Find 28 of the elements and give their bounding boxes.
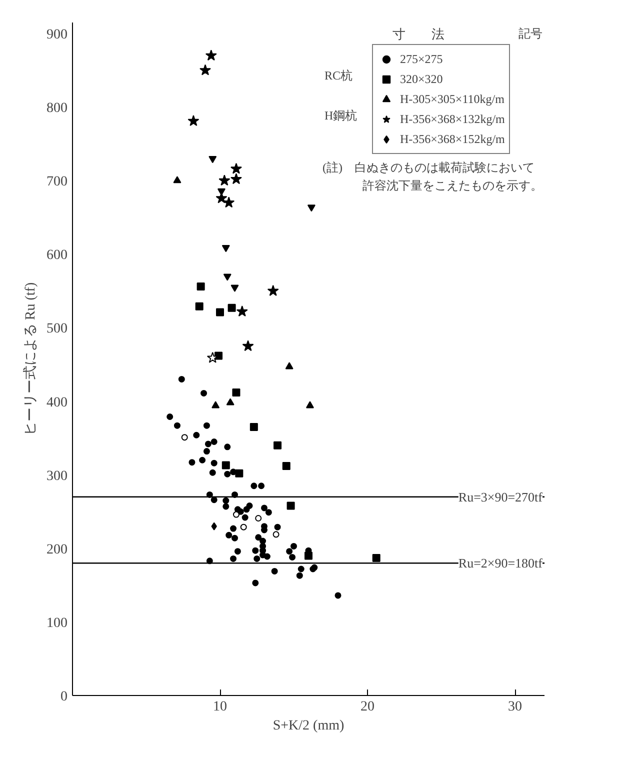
ref-line-label: Ru=3×90=270tf	[458, 489, 544, 504]
y-tick-label: 0	[60, 690, 68, 704]
legend-label: 320×320	[400, 70, 443, 88]
x-tick-label: 20	[360, 700, 374, 714]
y-tick-label: 300	[46, 468, 68, 484]
x-tick-label: 10	[213, 700, 227, 714]
legend-label: H-356×368×152kg/m	[400, 130, 505, 148]
annotation: 記号	[518, 26, 542, 40]
y-tick-label: 700	[46, 174, 68, 190]
legend-label: H-305×305×110kg/m	[400, 90, 504, 108]
y-tick-label: 100	[46, 616, 68, 631]
annotation: (註) 白ぬきのものは載荷試験において	[322, 160, 534, 174]
y-axis-title: ヒーリー式による Ru (tf)	[22, 282, 38, 436]
legend-label: 275×275	[400, 50, 443, 68]
legend-label: H-356×368×132kg/m	[400, 110, 505, 128]
y-tick-label: 400	[46, 395, 68, 410]
y-tick-label: 600	[46, 248, 68, 264]
x-tick-label: 30	[508, 700, 522, 714]
ref-line-label: Ru=2×90=180tf	[458, 556, 544, 571]
y-tick-label: 800	[46, 101, 68, 116]
y-tick-label: 900	[46, 28, 68, 43]
annotation: 許容沈下量をこえたものを示す。	[362, 178, 542, 192]
annotation: RC杭	[324, 68, 353, 82]
annotation: H鋼杭	[324, 108, 358, 122]
x-axis-title: S+K/2 (mm)	[272, 718, 344, 734]
legend-title: 寸 法	[392, 26, 444, 42]
y-tick-label: 500	[46, 322, 68, 337]
y-tick-label: 200	[46, 542, 68, 558]
